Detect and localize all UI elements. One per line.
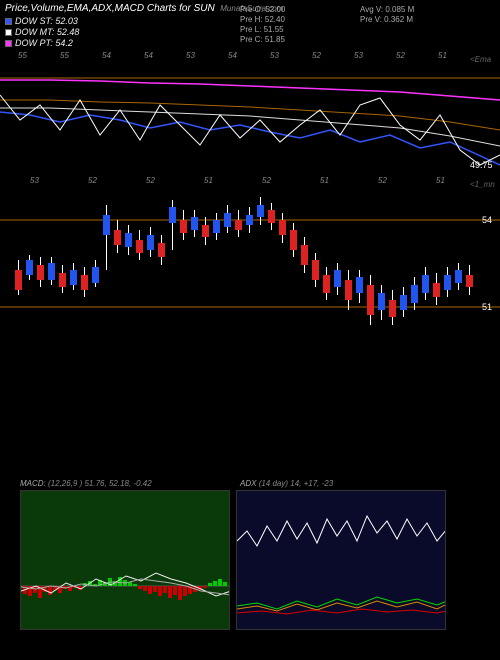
candle-svg: 53 52 52 51 52 51 52 51 <1_mn 54 51	[0, 175, 500, 345]
adx-label: ADX	[240, 479, 256, 488]
macd-label: MACD:	[20, 479, 46, 488]
svg-text:52: 52	[262, 176, 271, 185]
legend-item: DOW PT: 54.2	[5, 38, 79, 49]
svg-text:49.75: 49.75	[470, 160, 493, 170]
macd-params: (12,26,9 ) 51.76, 52.18, -0.42	[48, 479, 152, 488]
legend-swatch	[5, 29, 12, 36]
svg-text:53: 53	[186, 51, 195, 60]
avg-vol-info: Avg V: 0.085 MPre V: 0.362 M	[360, 5, 414, 25]
spacer-panel	[0, 345, 500, 475]
svg-text:54: 54	[482, 215, 492, 225]
indicator-labels: MACD: (12,26,9 ) 51.76, 52.18, -0.42 ADX…	[0, 479, 500, 488]
macd-box	[20, 490, 230, 630]
svg-text:52: 52	[312, 51, 321, 60]
candlestick-chart-panel: 53 52 52 51 52 51 52 51 <1_mn 54 51	[0, 175, 500, 345]
svg-text:51: 51	[438, 51, 447, 60]
pre-ohlc-info: Pre O: 52.00Pre H: 52.40Pre L: 51.55Pre …	[240, 5, 285, 45]
adx-params: (14 day) 14, +17, -23	[259, 479, 334, 488]
adx-label-row: ADX (14 day) 14, +17, -23	[240, 479, 450, 488]
svg-text:51: 51	[482, 302, 492, 312]
legend-label: DOW MT: 52.48	[15, 27, 79, 38]
legend-swatch	[5, 18, 12, 25]
svg-text:52: 52	[146, 176, 155, 185]
avg-row: Avg V: 0.085 M	[360, 5, 414, 15]
svg-text:<Ema: <Ema	[470, 55, 492, 64]
pre-row: Pre H: 52.40	[240, 15, 285, 25]
legend-item: DOW ST: 52.03	[5, 16, 79, 27]
svg-text:54: 54	[102, 51, 111, 60]
svg-text:<1_mn: <1_mn	[470, 180, 495, 189]
indicator-row	[0, 490, 500, 630]
svg-text:54: 54	[144, 51, 153, 60]
ema-chart-panel: 55 55 54 54 53 54 53 52 53 52 51 <Ema 49.75	[0, 50, 500, 175]
svg-text:52: 52	[396, 51, 405, 60]
adx-svg	[237, 491, 446, 630]
svg-text:51: 51	[320, 176, 329, 185]
pre-row: Pre L: 51.55	[240, 25, 285, 35]
svg-text:52: 52	[378, 176, 387, 185]
avg-row: Pre V: 0.362 M	[360, 15, 414, 25]
svg-text:51: 51	[204, 176, 213, 185]
legend-label: DOW PT: 54.2	[15, 38, 73, 49]
adx-box	[236, 490, 446, 630]
svg-text:51: 51	[436, 176, 445, 185]
svg-text:53: 53	[354, 51, 363, 60]
pre-row: Pre C: 51.85	[240, 35, 285, 45]
legend-swatch	[5, 40, 12, 47]
title-main: Price,Volume,EMA,ADX,MACD Charts for SUN	[5, 3, 215, 14]
ema-svg: 55 55 54 54 53 54 53 52 53 52 51 <Ema 49.75	[0, 50, 500, 175]
chart-header: Price,Volume,EMA,ADX,MACD Charts for SUN…	[0, 0, 500, 50]
legend: DOW ST: 52.03DOW MT: 52.48DOW PT: 54.2	[5, 16, 79, 49]
pre-row: Pre O: 52.00	[240, 5, 285, 15]
svg-text:52: 52	[88, 176, 97, 185]
svg-text:55: 55	[18, 51, 27, 60]
legend-item: DOW MT: 52.48	[5, 27, 79, 38]
svg-text:53: 53	[270, 51, 279, 60]
svg-text:54: 54	[228, 51, 237, 60]
legend-label: DOW ST: 52.03	[15, 16, 78, 27]
svg-text:55: 55	[60, 51, 69, 60]
indicator-panel: MACD: (12,26,9 ) 51.76, 52.18, -0.42 ADX…	[0, 475, 500, 655]
svg-text:53: 53	[30, 176, 39, 185]
macd-svg	[21, 491, 230, 630]
macd-label-row: MACD: (12,26,9 ) 51.76, 52.18, -0.42	[20, 479, 230, 488]
